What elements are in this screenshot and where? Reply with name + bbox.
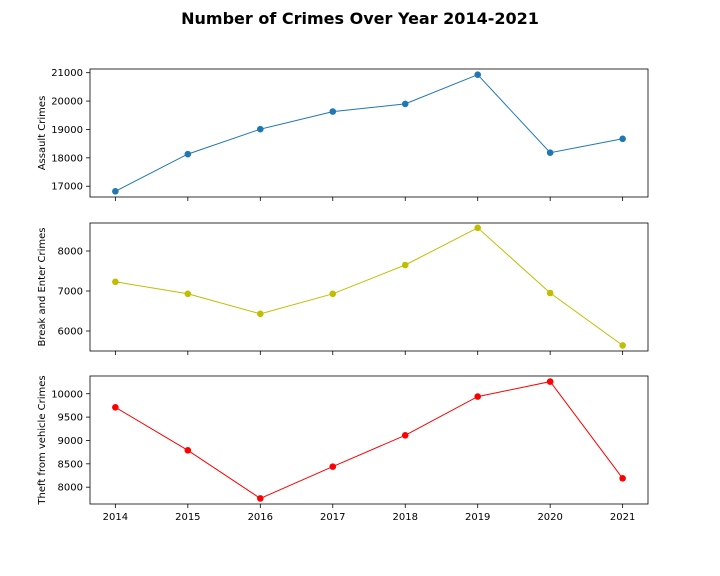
subplot-1: 17000 18000 19000 20000 21000 Assault Crimes xyxy=(37,68,649,201)
data-point xyxy=(546,378,554,385)
subplot-2: 6000 7000 8000 Break and Enter Crimes xyxy=(37,222,649,355)
series-line xyxy=(115,74,623,192)
plot-frame xyxy=(89,375,649,505)
x-tick-label: 2014 xyxy=(103,512,128,523)
y-axis-label: Break and Enter Crimes xyxy=(37,228,48,347)
y-tick-label: 9500 xyxy=(58,413,83,424)
data-point xyxy=(256,495,264,502)
y-axis-label: Theft from vehicle Crimes xyxy=(37,375,48,505)
data-point xyxy=(112,188,119,195)
y-tick-label: 8000 xyxy=(58,247,83,258)
y-tick-label: 7000 xyxy=(58,287,83,298)
data-point xyxy=(619,135,626,143)
chart-title: Number of Crimes Over Year 2014-2021 xyxy=(181,9,539,28)
y-tick-label: 17000 xyxy=(51,182,83,193)
x-tick-label: 2016 xyxy=(248,512,273,523)
y-tick-label: 18000 xyxy=(51,153,83,164)
data-point xyxy=(474,224,482,232)
data-point xyxy=(401,261,409,269)
data-point xyxy=(619,475,626,482)
data-point xyxy=(401,100,409,108)
y-tick-label: 20000 xyxy=(51,97,83,108)
x-tick-label: 2018 xyxy=(393,512,418,523)
data-point xyxy=(112,403,119,411)
data-point xyxy=(256,310,264,318)
data-point xyxy=(184,150,192,158)
y-tick-label: 8500 xyxy=(58,459,83,470)
plot-frame xyxy=(89,222,649,352)
data-point xyxy=(401,432,409,439)
y-tick-label: 21000 xyxy=(51,68,83,79)
data-point xyxy=(474,71,482,78)
series-line xyxy=(115,227,623,346)
y-tick-label: 8000 xyxy=(58,483,83,494)
data-point xyxy=(619,342,626,349)
data-point xyxy=(546,289,554,297)
plot-frame xyxy=(89,68,649,198)
series-line xyxy=(115,381,624,499)
data-point xyxy=(112,278,119,286)
y-tick-label: 10000 xyxy=(51,389,83,400)
y-axis-label: Assault Crimes xyxy=(37,96,48,171)
data-point xyxy=(329,290,337,298)
y-tick-label: 6000 xyxy=(58,327,83,338)
x-tick-label: 2015 xyxy=(175,512,200,523)
data-point xyxy=(256,125,264,133)
subplot-3: 8000 8500 9000 9500 10000 2014 2015 2016 2017 201… xyxy=(37,375,649,523)
data-point xyxy=(184,290,192,298)
x-tick-label: 2020 xyxy=(537,512,562,523)
subplots-group: 17000 18000 19000 20000 21000 Assault Crimes 6… xyxy=(37,68,649,523)
x-tick-label: 2019 xyxy=(465,512,490,523)
data-point xyxy=(329,108,337,115)
data-point xyxy=(474,393,482,400)
x-tick-label: 2017 xyxy=(320,512,345,523)
y-tick-label: 9000 xyxy=(58,436,83,447)
data-point xyxy=(329,463,337,470)
data-point xyxy=(184,446,192,454)
y-tick-label: 19000 xyxy=(51,125,83,136)
x-tick-label: 2021 xyxy=(610,512,635,523)
data-point xyxy=(546,149,554,157)
